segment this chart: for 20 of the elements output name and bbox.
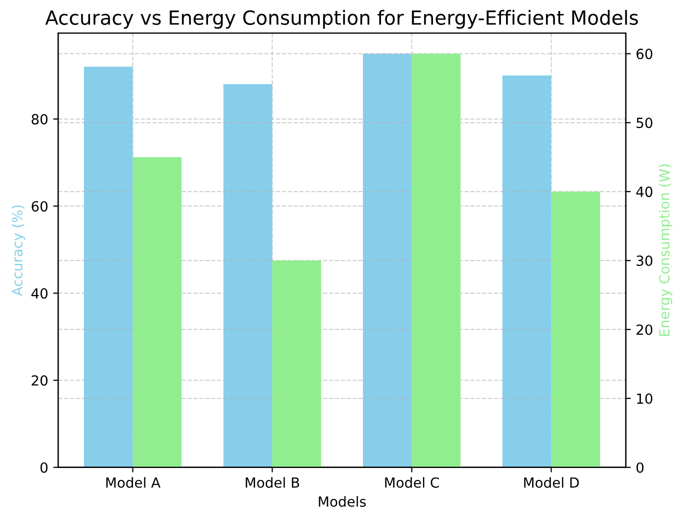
y2-tick-label: 40	[636, 186, 652, 198]
y2-tick-label: 10	[637, 393, 652, 404]
x-tick-label: Model C	[385, 477, 439, 488]
x-axis-title: Models	[318, 496, 366, 507]
y-tick-label: 80	[32, 114, 48, 124]
y-tick-label: 60	[32, 201, 48, 212]
y2-tick-label: 50	[636, 118, 652, 128]
y-axis-title: Accuracy (%)	[12, 205, 26, 296]
y2-tick-label: 20	[636, 324, 652, 335]
y2-axis-title: Energy Consumption (W)	[658, 164, 672, 336]
x-tick-label: Model B	[246, 477, 300, 488]
chart-title: Accuracy vs Energy Consumption for Energy-Efficient Models	[45, 10, 638, 29]
y2-tick-label: 30	[636, 256, 652, 266]
y-tick-label: 0	[40, 462, 48, 473]
y-tick-label: 20	[32, 375, 48, 386]
x-tick-label: Model D	[524, 477, 579, 488]
y-tick-label: 40	[31, 288, 48, 299]
y2-tick-label: 0	[636, 462, 644, 473]
y2-tick-label: 60	[636, 48, 652, 60]
x-tick-label: Model A	[106, 477, 160, 488]
